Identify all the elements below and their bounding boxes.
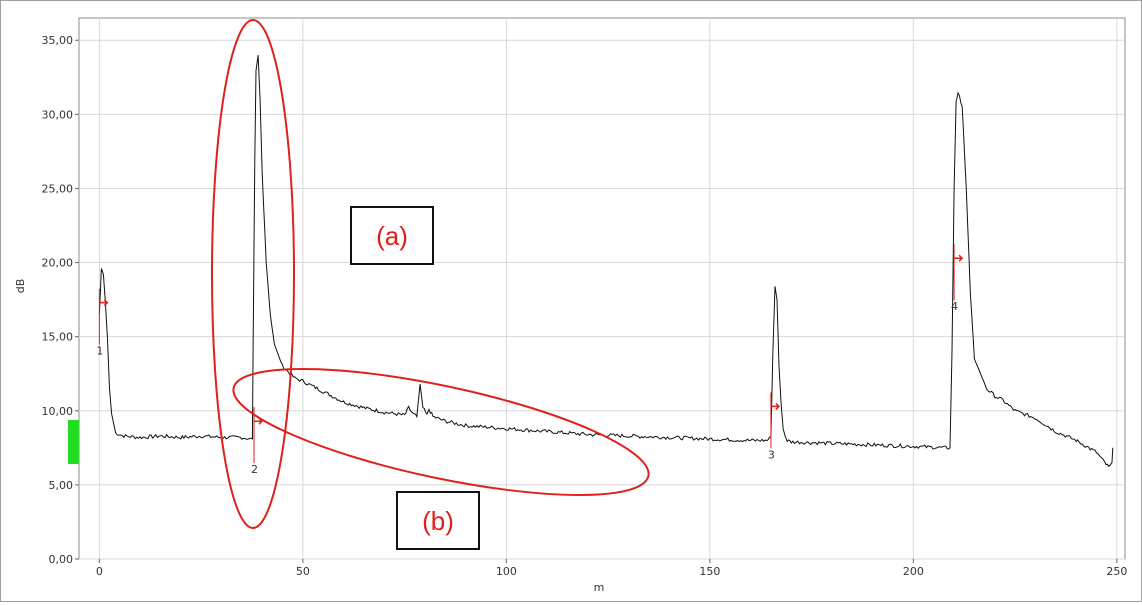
y-tick-label: 20,00 <box>42 257 74 270</box>
event-marker: 4 <box>951 244 964 313</box>
event-marker-label: 3 <box>768 448 775 461</box>
x-tick-label: 0 <box>96 565 103 578</box>
x-tick-label: 100 <box>496 565 517 578</box>
annotation-ellipse-a <box>211 19 295 529</box>
x-tick-label: 150 <box>699 565 720 578</box>
event-marker-arrow <box>770 402 780 410</box>
annotation-box-a <box>350 206 434 265</box>
event-marker: 3 <box>768 392 780 461</box>
annotation-box-b <box>396 491 480 550</box>
x-axis-ticks: 0 50 100 150 200 250 <box>96 559 1127 578</box>
x-axis-label: m <box>594 581 605 594</box>
x-tick-label: 200 <box>903 565 924 578</box>
y-axis-label: dB <box>14 279 27 294</box>
y-tick-label: 10,00 <box>42 405 74 418</box>
event-markers: 1 2 3 4 <box>96 244 964 476</box>
plot-area <box>78 17 1126 560</box>
annotation-label-a: (a) <box>376 221 408 251</box>
x-tick-label: 250 <box>1106 565 1127 578</box>
annotation-label-b: (b) <box>422 506 454 536</box>
launch-level-indicator <box>68 420 79 464</box>
event-marker-arrow <box>99 299 109 307</box>
event-marker-arrow <box>954 254 964 262</box>
event-marker-label: 1 <box>96 345 103 358</box>
y-tick-label: 35,00 <box>42 34 74 47</box>
y-tick-label: 15,00 <box>42 331 74 344</box>
grid-y <box>79 39 1125 560</box>
y-tick-label: 5,00 <box>49 479 74 492</box>
event-marker-label: 4 <box>951 300 958 313</box>
x-tick-label: 50 <box>296 565 310 578</box>
y-axis-ticks: 0,00 5,00 10,00 15,00 20,00 25,00 30,00 35,00 <box>42 34 79 566</box>
y-tick-label: 25,00 <box>42 182 74 195</box>
grid-x <box>98 18 1118 559</box>
y-tick-label: 0,00 <box>49 553 74 566</box>
y-tick-label: 30,00 <box>42 108 74 121</box>
annotation-ellipse-b <box>232 368 650 496</box>
event-marker: 1 <box>96 288 109 358</box>
event-marker-label: 2 <box>251 463 258 476</box>
